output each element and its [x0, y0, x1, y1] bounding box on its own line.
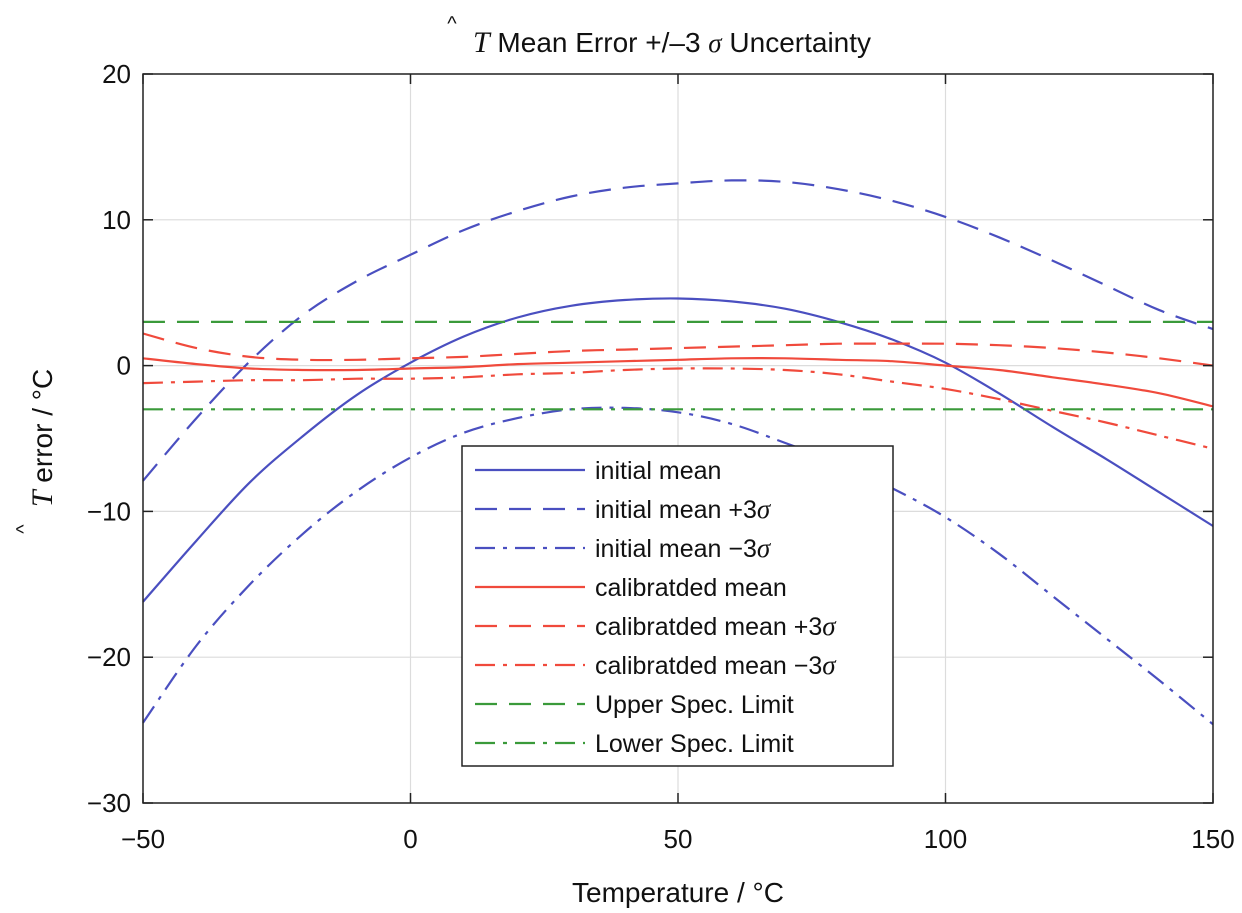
- chart-title: T Mean Error +/–3 σ Uncertainty: [473, 26, 871, 59]
- x-tick-label: 0: [403, 824, 417, 854]
- series-line-3: [142, 357, 1214, 408]
- legend-label-3: calibratded mean: [595, 574, 787, 602]
- ylabel-symbol: T: [26, 488, 59, 507]
- ticks: −50 0 50 100 150 −30 −20 −10 0 10 20: [87, 59, 1235, 854]
- y-tick-label: −30: [87, 788, 131, 818]
- series-line-2: [142, 406, 1214, 726]
- legend-label-7: Lower Spec. Limit: [595, 730, 794, 758]
- y-tick-label: −10: [87, 496, 131, 526]
- title-suffix: Uncertainty: [722, 27, 871, 58]
- legend-label-6: Upper Spec. Limit: [595, 691, 794, 719]
- ylabel-hat: ^: [13, 524, 35, 534]
- y-tick-label: 10: [102, 205, 131, 235]
- x-axis-label: Temperature / °C: [572, 877, 784, 908]
- x-tick-label: 100: [924, 824, 967, 854]
- legend-label-4: calibratded mean +3σ: [595, 611, 837, 641]
- series-line-4: [142, 332, 1214, 367]
- series-group: [142, 179, 1214, 726]
- legend-label-2: initial mean −3σ: [595, 533, 772, 563]
- svg-text:T error / °C: T error / °C: [26, 369, 59, 507]
- legend-label-5: calibratded mean −3σ: [595, 650, 837, 680]
- series-line-1: [142, 179, 1214, 482]
- y-axis-label: T error / °C ^: [13, 369, 59, 534]
- legend-box: [461, 445, 894, 767]
- legend: initial mean initial mean +3σ initial mean…: [461, 445, 894, 767]
- series-line-0: [142, 297, 1214, 603]
- y-tick-label: 20: [102, 59, 131, 89]
- title-text: Mean Error +/–3: [490, 27, 709, 58]
- ylabel-text: error / °C: [27, 369, 58, 491]
- title-hat: ^: [447, 13, 457, 35]
- title-symbol: T: [473, 26, 492, 59]
- y-tick-label: −20: [87, 642, 131, 672]
- legend-label-0: initial mean: [595, 457, 721, 485]
- x-tick-label: 150: [1191, 824, 1234, 854]
- y-tick-label: 0: [117, 351, 131, 381]
- legend-label-1: initial mean +3σ: [595, 494, 772, 524]
- x-tick-label: 50: [664, 824, 693, 854]
- title-sigma: σ: [708, 28, 723, 58]
- series-line-5: [142, 367, 1214, 450]
- x-tick-label: −50: [121, 824, 165, 854]
